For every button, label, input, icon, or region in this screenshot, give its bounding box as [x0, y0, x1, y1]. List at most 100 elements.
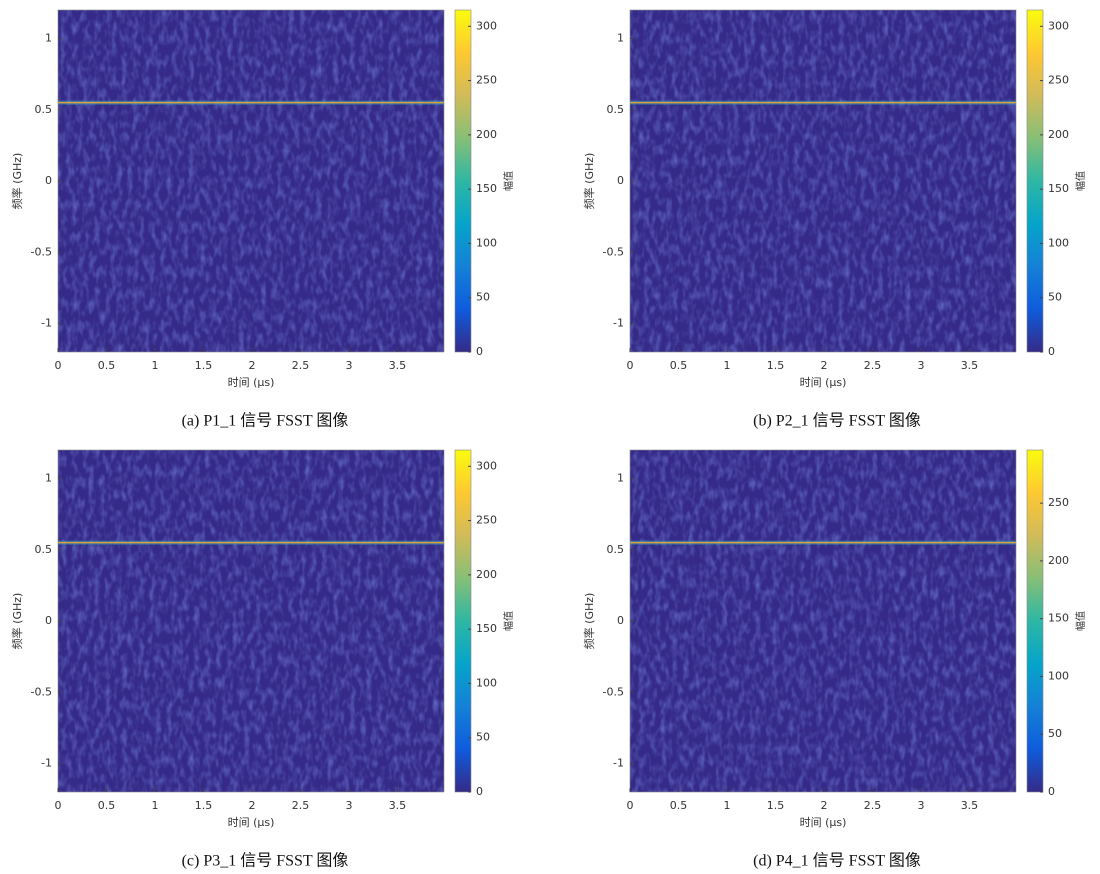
y-tick-label: 0: [617, 614, 624, 627]
colorbar: [454, 449, 472, 793]
caption: (b) P2_1 信号 FSST 图像: [753, 412, 921, 430]
colorbar-label: 幅值: [1074, 611, 1087, 631]
colorbar-tick-label: 50: [1048, 727, 1062, 740]
y-axis-label: 频率 (GHz): [582, 153, 596, 210]
colorbar-tick-label: 200: [476, 568, 497, 581]
x-tick-label: 3.5: [389, 359, 407, 372]
colorbar-label: 幅值: [502, 611, 515, 631]
x-tick-label: 3.5: [961, 799, 979, 812]
y-tick-label: 0: [617, 174, 624, 187]
y-tick-label: -0.5: [31, 245, 52, 258]
colorbar-tick-label: 150: [476, 182, 497, 195]
y-axis-label: 频率 (GHz): [10, 153, 24, 210]
y-tick-label: 1: [617, 472, 624, 485]
x-tick-label: 2: [248, 359, 255, 372]
x-tick-label: 0: [55, 359, 62, 372]
colorbar-tick-label: 250: [476, 74, 497, 87]
colorbar-tick-label: 100: [476, 676, 497, 689]
y-axis-label: 频率 (GHz): [10, 593, 24, 650]
noise-texture: [58, 450, 444, 792]
x-tick-label: 2: [248, 799, 255, 812]
colorbar-tick-label: 50: [476, 291, 490, 304]
x-tick-label: 1.5: [195, 799, 213, 812]
x-tick-label: 3.5: [389, 799, 407, 812]
x-tick-label: 3: [917, 799, 924, 812]
x-axis-label: 时间 (μs): [800, 376, 847, 389]
y-tick-label: 1: [617, 32, 624, 45]
y-tick-label: 0.5: [607, 543, 625, 556]
y-tick-label: -1: [41, 757, 52, 770]
x-tick-label: 2.5: [864, 799, 882, 812]
colorbar-tick-label: 250: [476, 514, 497, 527]
caption: (a) P1_1 信号 FSST 图像: [182, 412, 349, 430]
colorbar-tick-label: 250: [1048, 496, 1069, 509]
x-axis-label: 时间 (μs): [800, 816, 847, 829]
noise-texture: [630, 10, 1016, 352]
x-tick-label: 1: [723, 799, 730, 812]
x-tick-label: 2.5: [292, 359, 310, 372]
x-tick-label: 2.5: [292, 799, 310, 812]
x-tick-label: 0.5: [670, 359, 688, 372]
colorbar-tick-label: 0: [476, 785, 483, 798]
y-tick-label: 1: [45, 32, 52, 45]
y-tick-label: -0.5: [603, 685, 624, 698]
colorbar-tick-label: 100: [476, 236, 497, 249]
colorbar-tick-label: 150: [1048, 612, 1069, 625]
colorbar: [1026, 9, 1044, 353]
x-tick-label: 2: [820, 359, 827, 372]
x-tick-label: 1.5: [767, 799, 785, 812]
y-tick-label: -1: [613, 317, 624, 330]
colorbar-tick-label: 50: [1048, 291, 1062, 304]
y-tick-label: 0: [45, 614, 52, 627]
x-tick-label: 0: [55, 799, 62, 812]
colorbar-tick-label: 0: [1048, 345, 1055, 358]
y-tick-label: 1: [45, 472, 52, 485]
colorbar: [454, 9, 472, 353]
colorbar-tick-label: 300: [476, 19, 497, 32]
x-axis-label: 时间 (μs): [228, 816, 275, 829]
colorbar-tick-label: 300: [476, 459, 497, 472]
x-tick-label: 0.5: [98, 799, 116, 812]
colorbar-tick-label: 250: [1048, 74, 1069, 87]
colorbar-tick-label: 100: [1048, 669, 1069, 682]
x-tick-label: 2.5: [864, 359, 882, 372]
y-tick-label: 0.5: [607, 103, 625, 116]
colorbar-tick-label: 150: [1048, 182, 1069, 195]
noise-texture: [58, 10, 444, 352]
y-tick-label: 0: [45, 174, 52, 187]
colorbar-tick-label: 100: [1048, 236, 1069, 249]
y-tick-label: -1: [41, 317, 52, 330]
x-tick-label: 3: [917, 359, 924, 372]
colorbar-tick-label: 200: [476, 128, 497, 141]
x-tick-label: 1: [151, 799, 158, 812]
colorbar-tick-label: 50: [476, 731, 490, 744]
colorbar-label: 幅值: [502, 171, 515, 191]
colorbar-tick-label: 0: [476, 345, 483, 358]
x-tick-label: 0.5: [98, 359, 116, 372]
colorbar-tick-label: 200: [1048, 554, 1069, 567]
colorbar-tick-label: 300: [1048, 19, 1069, 32]
x-tick-label: 0: [627, 799, 634, 812]
y-tick-label: 0.5: [35, 543, 53, 556]
caption: (c) P3_1 信号 FSST 图像: [182, 852, 349, 870]
x-tick-label: 1.5: [195, 359, 213, 372]
x-axis-label: 时间 (μs): [228, 376, 275, 389]
colorbar: [1026, 449, 1044, 793]
x-tick-label: 0: [627, 359, 634, 372]
noise-texture: [630, 450, 1016, 792]
y-tick-label: -1: [613, 757, 624, 770]
x-tick-label: 0.5: [670, 799, 688, 812]
x-tick-label: 1: [151, 359, 158, 372]
x-tick-label: 1: [723, 359, 730, 372]
y-axis-label: 频率 (GHz): [582, 593, 596, 650]
colorbar-tick-label: 0: [1048, 785, 1055, 798]
x-tick-label: 2: [820, 799, 827, 812]
colorbar-tick-label: 150: [476, 622, 497, 635]
colorbar-tick-label: 200: [1048, 128, 1069, 141]
x-tick-label: 3: [345, 359, 352, 372]
x-tick-label: 1.5: [767, 359, 785, 372]
caption: (d) P4_1 信号 FSST 图像: [753, 852, 921, 870]
x-tick-label: 3.5: [961, 359, 979, 372]
